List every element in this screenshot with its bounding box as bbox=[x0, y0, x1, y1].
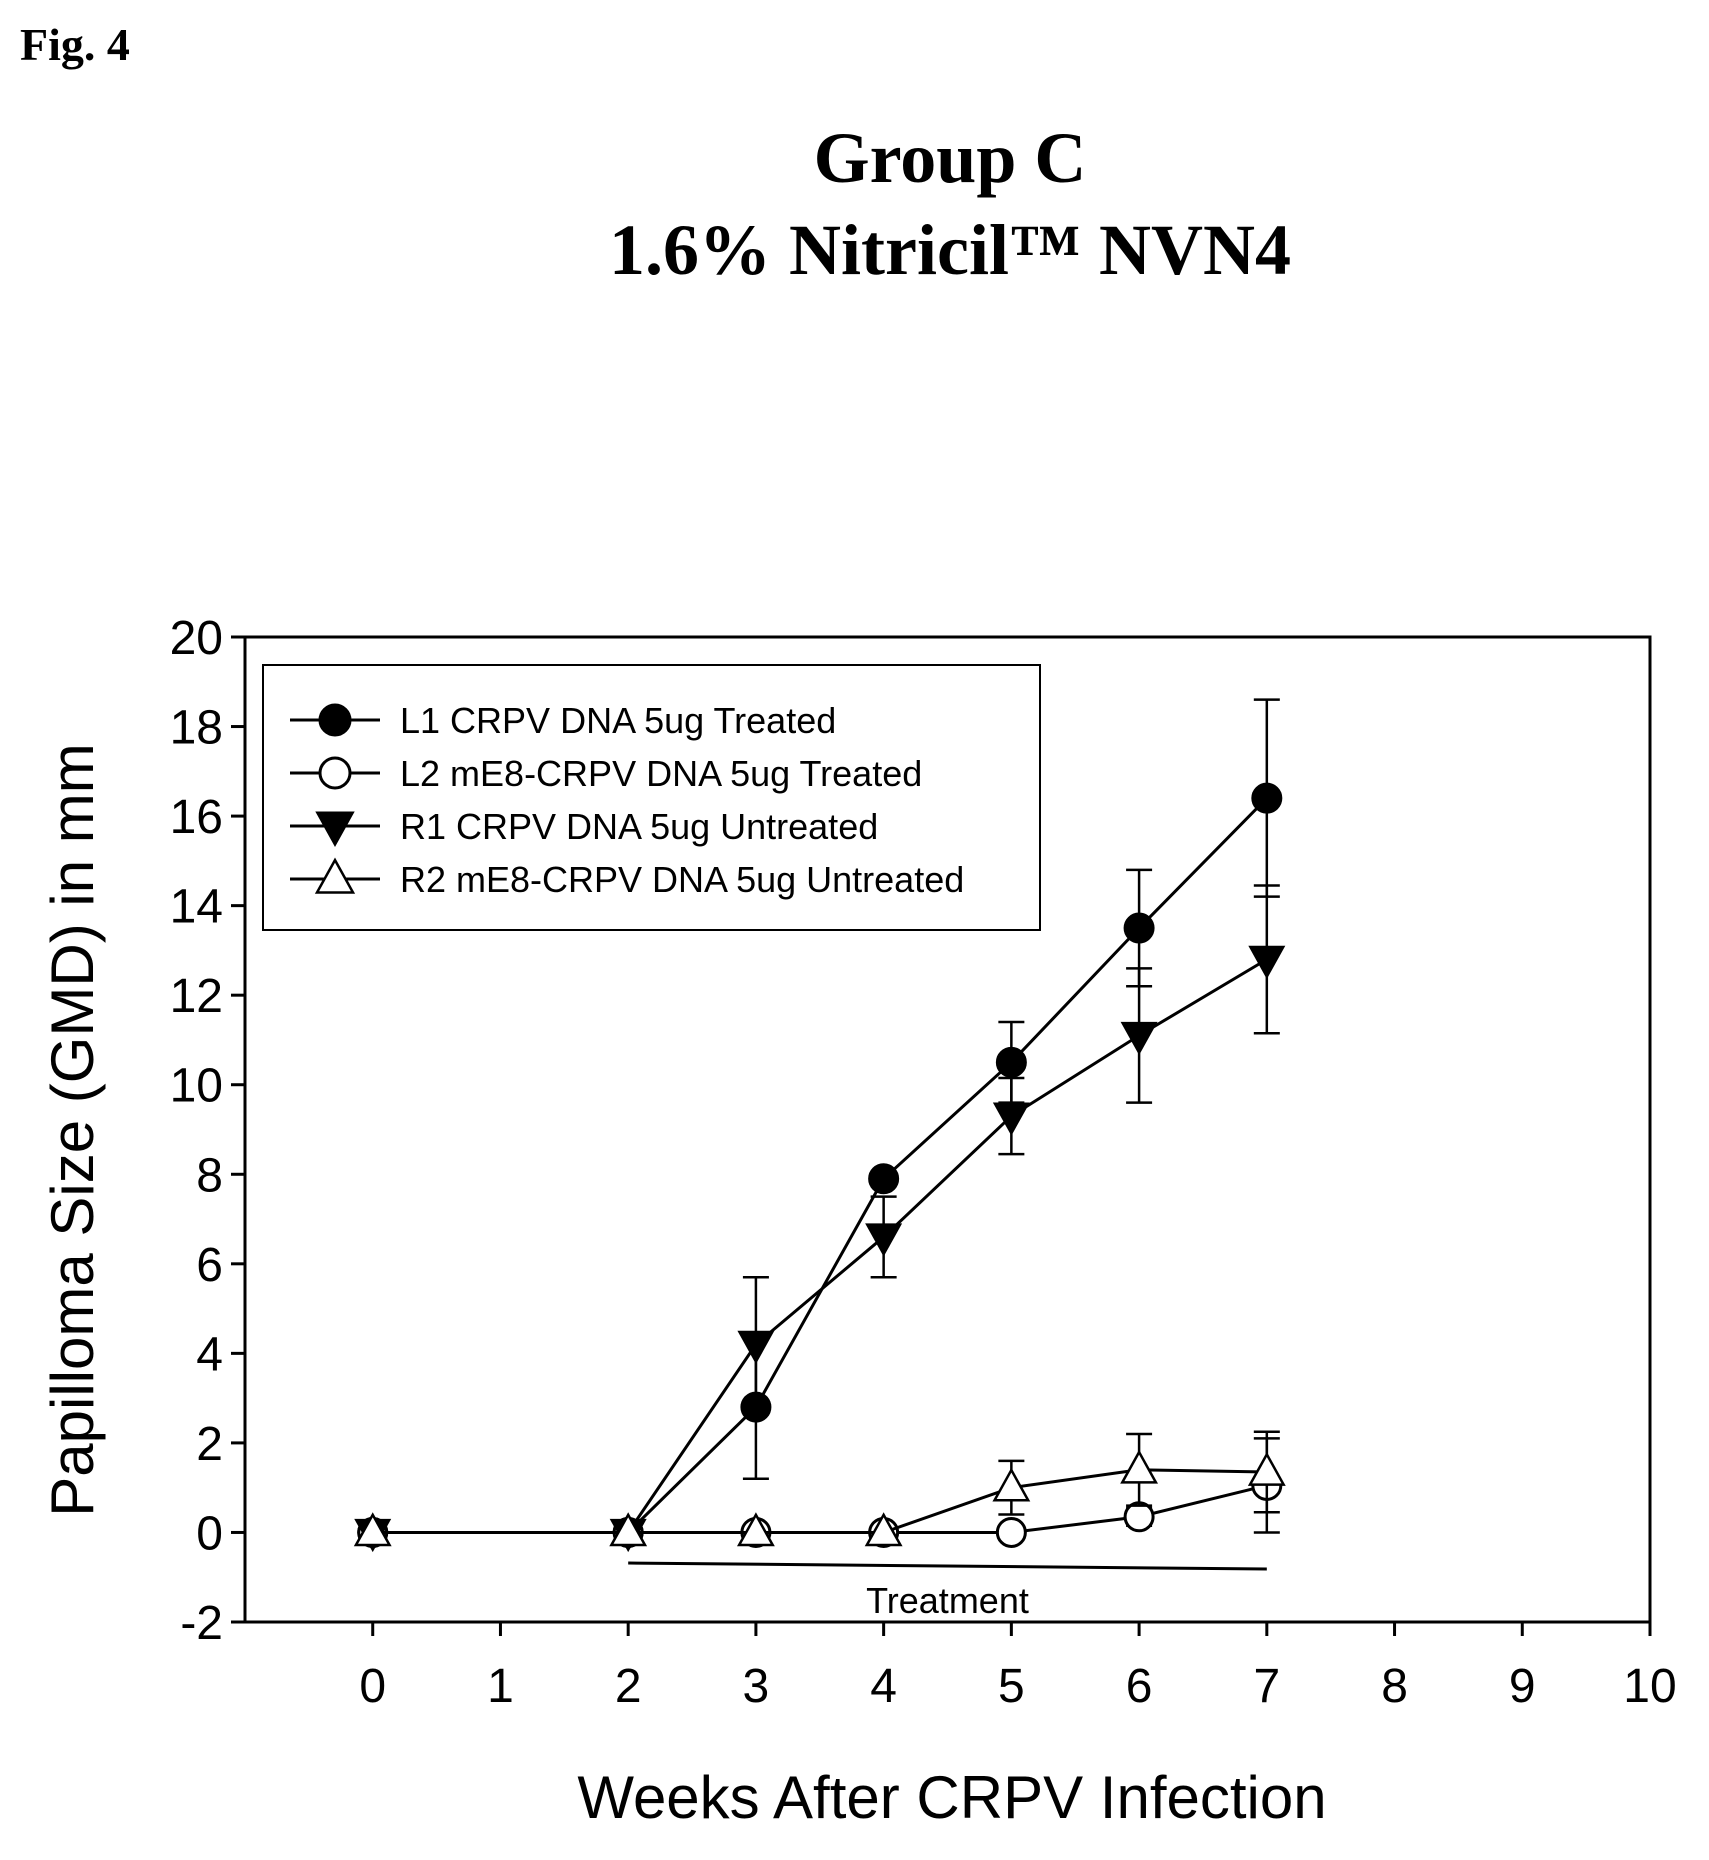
legend-label: R2 mE8-CRPV DNA 5ug Untreated bbox=[400, 859, 964, 900]
data-point bbox=[353, 1512, 392, 1547]
y-tick-label: 4 bbox=[196, 1328, 223, 1381]
chart-subtitle: 1.6% Nitricil™ NVN4 bbox=[609, 210, 1291, 290]
y-axis: -2 0 2 4 6 8 10 12 14 16 18 20 bbox=[170, 612, 245, 1650]
data-point bbox=[1248, 945, 1286, 980]
legend-label: L1 CRPV DNA 5ug Treated bbox=[400, 700, 836, 741]
legend-label: R1 CRPV DNA 5ug Untreated bbox=[400, 806, 878, 847]
data-point bbox=[995, 1516, 1027, 1548]
data-point bbox=[1120, 1449, 1159, 1484]
data-point bbox=[1123, 1501, 1155, 1533]
data-point bbox=[736, 1512, 775, 1547]
y-axis-label: Papilloma Size (GMD) in mm bbox=[39, 743, 106, 1516]
data-point bbox=[609, 1512, 648, 1547]
x-tick-label: 7 bbox=[1253, 1660, 1280, 1713]
x-tick-label: 5 bbox=[998, 1660, 1025, 1713]
x-tick-label: 8 bbox=[1381, 1660, 1408, 1713]
data-point bbox=[1123, 912, 1155, 944]
x-tick-label: 10 bbox=[1623, 1660, 1676, 1713]
treatment-bar bbox=[628, 1561, 1267, 1571]
annotation-layer: Treatment bbox=[628, 1561, 1267, 1621]
y-tick-label: 18 bbox=[170, 702, 223, 755]
plot-frame bbox=[243, 635, 1652, 1624]
data-point bbox=[868, 1163, 900, 1195]
y-tick-label: 10 bbox=[170, 1060, 223, 1113]
legend-marker bbox=[318, 756, 352, 790]
chart-title-block: Group C 1.6% Nitricil™ NVN4 bbox=[440, 112, 1460, 296]
data-point bbox=[1251, 782, 1283, 814]
y-tick-label: -2 bbox=[180, 1597, 223, 1650]
series-4 bbox=[353, 1430, 1286, 1547]
data-point bbox=[1120, 1021, 1158, 1056]
y-tick-label: 20 bbox=[170, 612, 223, 665]
data-point bbox=[992, 1102, 1030, 1136]
x-axis: 0 1 2 3 4 5 6 7 8 9 10 bbox=[359, 1622, 1677, 1713]
data-point bbox=[1247, 1451, 1286, 1486]
legend: L1 CRPV DNA 5ug Treated L2 mE8-CRPV DNA 5… bbox=[262, 664, 1041, 931]
series-2 bbox=[357, 1437, 1283, 1548]
x-tick-label: 1 bbox=[487, 1660, 514, 1713]
data-point bbox=[865, 1223, 903, 1257]
x-tick-label: 0 bbox=[359, 1660, 386, 1713]
legend-label: L2 mE8-CRPV DNA 5ug Treated bbox=[400, 753, 922, 794]
y-tick-label: 2 bbox=[196, 1418, 223, 1471]
y-tick-label: 6 bbox=[196, 1239, 223, 1292]
legend-marker bbox=[318, 703, 352, 737]
chart-title: Group C bbox=[813, 118, 1087, 198]
y-tick-label: 8 bbox=[196, 1149, 223, 1202]
legend-marker bbox=[314, 857, 356, 894]
data-point bbox=[864, 1512, 903, 1547]
x-tick-label: 9 bbox=[1509, 1660, 1536, 1713]
x-tick-label: 6 bbox=[1126, 1660, 1153, 1713]
data-point bbox=[737, 1330, 775, 1365]
x-tick-label: 4 bbox=[870, 1660, 897, 1713]
y-tick-label: 12 bbox=[170, 970, 223, 1023]
series-line bbox=[372, 958, 1268, 1534]
legend-box bbox=[262, 664, 1041, 931]
y-tick-label: 0 bbox=[196, 1507, 223, 1560]
y-tick-label: 14 bbox=[170, 881, 223, 934]
series-layer bbox=[353, 698, 1286, 1553]
x-tick-label: 2 bbox=[615, 1660, 642, 1713]
x-tick-label: 3 bbox=[743, 1660, 770, 1713]
legend-marker bbox=[315, 811, 355, 847]
data-point bbox=[992, 1467, 1031, 1502]
treatment-label: Treatment bbox=[866, 1580, 1029, 1621]
figure-label: Fig. 4 bbox=[20, 19, 130, 70]
y-tick-label: 16 bbox=[170, 791, 223, 844]
x-axis-label: Weeks After CRPV Infection bbox=[577, 1764, 1326, 1831]
data-point bbox=[995, 1046, 1027, 1078]
